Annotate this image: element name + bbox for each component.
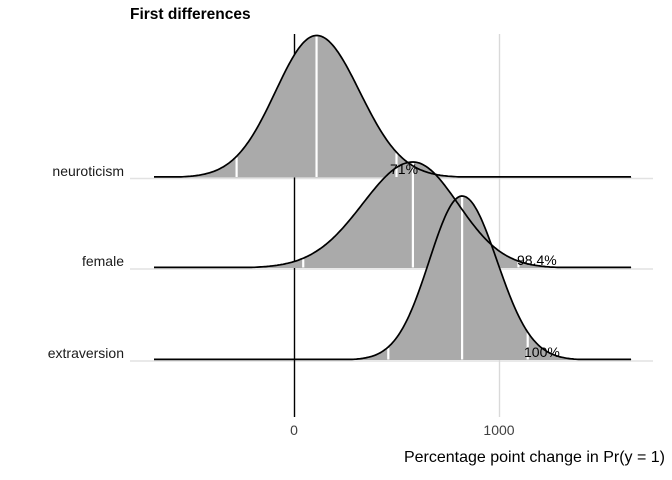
chart-title: First differences [130,6,251,23]
row-label-extraversion: extraversion [47,345,124,361]
probability-label-extraversion: 100% [524,343,560,360]
density-outline-female [154,161,631,269]
x-axis-title: Percentage point change in Pr(y = 1) [403,449,665,466]
probability-label-neuroticism: 71% [390,161,419,177]
density-fill-extraversion [154,196,632,360]
row-label-neuroticism: neuroticism [52,162,124,179]
x-axis-tick-label-1000: 1000 [483,422,515,438]
density-fill-female [154,162,632,268]
probability-label-female: 98.4% [517,251,557,268]
density-outline-extraversion [154,195,631,361]
row-label-female: female [81,253,124,269]
density-fill-neuroticism [154,35,632,178]
density-outline-neuroticism [154,34,631,178]
x-axis-tick-label-0: 0 [290,422,298,438]
